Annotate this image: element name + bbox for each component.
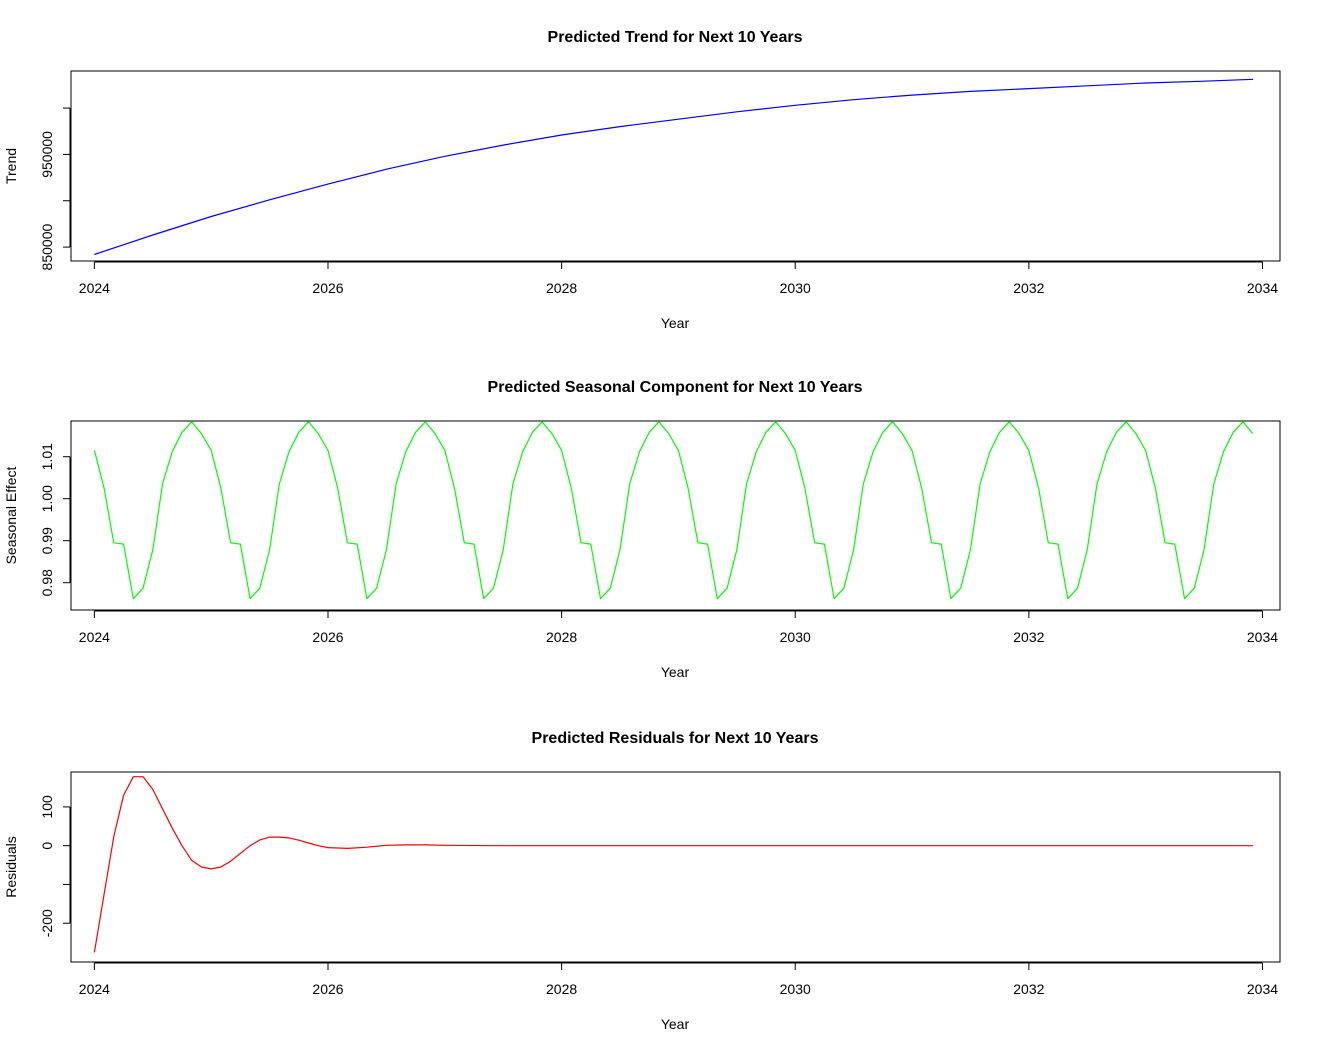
x-tick-label: 2034 [1247,280,1278,296]
x-axis-label: Year [661,1016,690,1032]
x-tick-label: 2024 [79,280,110,296]
x-tick-label: 2028 [546,280,577,296]
series-line [94,78,1254,256]
y-tick-label: 950000 [39,131,55,178]
y-tick-label: 100 [39,795,55,819]
chart-title: Predicted Trend for Next 10 Years [548,29,803,46]
x-tick-label: 2024 [79,629,110,645]
x-tick-label: 2026 [312,280,343,296]
y-tick-label: 1.01 [39,443,55,470]
y-tick-label: 0.99 [39,527,55,554]
x-tick-label: 2034 [1247,981,1278,997]
x-tick-label: 2026 [312,981,343,997]
x-tick-label: 2030 [780,280,811,296]
x-axis-label: Year [661,315,690,331]
x-tick-label: 2028 [546,981,577,997]
x-tick-label: 2032 [1013,981,1044,997]
y-tick-label: 0.98 [39,569,55,596]
y-tick-label: 0 [39,842,55,850]
x-tick-label: 2030 [780,629,811,645]
x-tick-label: 2026 [312,629,343,645]
x-tick-label: 2032 [1013,629,1044,645]
y-tick-label: -200 [39,909,55,937]
x-tick-label: 2030 [780,981,811,997]
chart-title: Predicted Seasonal Component for Next 10… [488,379,863,396]
y-axis-label: Residuals [3,836,19,897]
series-line [93,776,1254,953]
x-tick-label: 2024 [79,981,110,997]
y-tick-label: 1.00 [39,485,55,512]
x-axis-label: Year [661,664,690,680]
plot-frame [70,70,1281,262]
y-tick-label: 850000 [39,224,55,271]
x-tick-label: 2034 [1247,629,1278,645]
y-axis-label: Trend [3,148,19,184]
chart-title: Predicted Residuals for Next 10 Years [532,730,819,747]
plot-frame [70,771,1281,963]
plot-frame [70,420,1281,611]
x-tick-label: 2032 [1013,280,1044,296]
x-tick-label: 2028 [546,629,577,645]
y-axis-label: Seasonal Effect [3,466,19,564]
series-line [93,421,1254,600]
